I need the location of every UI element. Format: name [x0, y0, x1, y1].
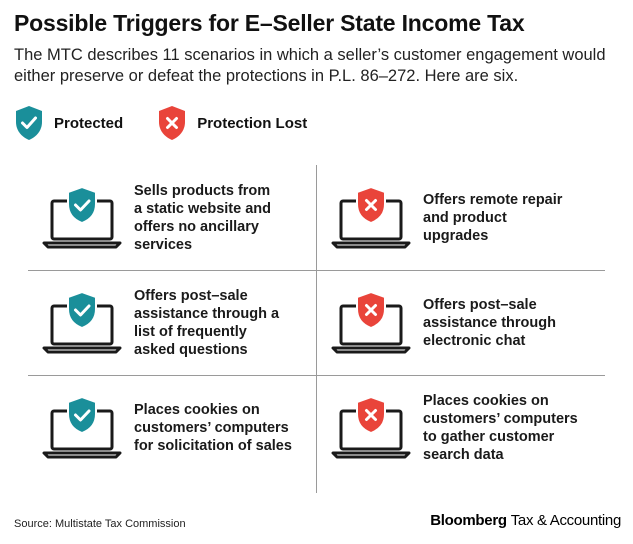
scenario-cookies-sales: Places cookies on customers’ computers f… [28, 375, 316, 480]
laptop-x-shield-icon [331, 395, 411, 458]
scenario-remote-repair: Offers remote repair and product upgrade… [317, 165, 605, 270]
scenario-grid: Sells products from a static website and… [28, 165, 605, 493]
scenario-electronic-chat: Offers post–sale assistance through elec… [317, 270, 605, 375]
scenario-text: Places cookies on customers’ computers t… [423, 392, 578, 463]
page-title: Possible Triggers for E–Seller State Inc… [14, 10, 525, 36]
scenario-text: Places cookies on customers’ computers f… [134, 401, 292, 454]
source-note: Source: Multistate Tax Commission [14, 518, 186, 530]
divider-vertical [316, 165, 317, 493]
brand-regular: Tax & Accounting [510, 512, 622, 529]
laptop-check-shield-icon [42, 185, 122, 248]
scenario-text: Sells products from a static website and… [134, 182, 271, 253]
laptop-x-shield-icon [331, 290, 411, 353]
scenario-faq: Offers post–sale assistance through a li… [28, 270, 316, 375]
laptop-check-shield-icon [42, 395, 122, 458]
legend-lost: Protection Lost [157, 105, 307, 141]
scenario-text: Offers post–sale assistance through elec… [423, 296, 556, 349]
scenario-text: Offers remote repair and product upgrade… [423, 191, 563, 244]
legend-protected: Protected [14, 105, 123, 141]
scenario-cookies-search: Places cookies on customers’ computers t… [317, 375, 605, 480]
scenario-text: Offers post–sale assistance through a li… [134, 287, 280, 358]
subtitle: The MTC describes 11 scenarios in which … [14, 46, 606, 85]
laptop-check-shield-icon [42, 290, 122, 353]
legend: Protected Protection Lost [14, 105, 341, 141]
legend-lost-label: Protection Lost [197, 114, 308, 132]
divider-horizontal-2 [28, 375, 605, 376]
shield-check-icon [16, 106, 42, 140]
shield-x-icon [159, 106, 186, 140]
laptop-x-shield-icon [331, 185, 411, 248]
legend-protected-label: Protected [54, 114, 124, 132]
scenario-static-website: Sells products from a static website and… [28, 165, 316, 270]
brand-logo: Bloomberg Tax & Accounting [430, 512, 621, 529]
brand-bold: Bloomberg [430, 512, 507, 529]
divider-horizontal-1 [28, 270, 605, 271]
